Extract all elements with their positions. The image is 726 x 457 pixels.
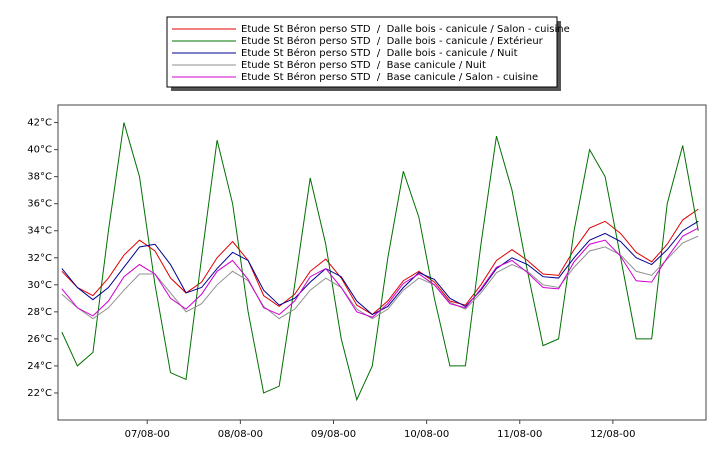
y-tick-label: 28°C xyxy=(27,307,52,318)
series-line xyxy=(61,235,699,320)
series-line xyxy=(61,122,699,402)
legend-label: Etude St Béron perso STD / Base canicule… xyxy=(241,59,486,71)
y-tick-label: 22°C xyxy=(27,388,52,399)
legend-label: Etude St Béron perso STD / Dalle bois - … xyxy=(241,47,518,59)
legend-label: Etude St Béron perso STD / Base canicule… xyxy=(241,71,538,83)
y-tick-label: 26°C xyxy=(27,334,52,345)
y-tick-label: 40°C xyxy=(27,145,52,156)
x-tick-label: 11/08-00 xyxy=(497,429,542,440)
y-tick-label: 38°C xyxy=(27,172,52,183)
y-tick-label: 24°C xyxy=(27,361,52,372)
x-tick-label: 08/08-00 xyxy=(218,429,263,440)
x-tick-label: 10/08-00 xyxy=(404,429,449,440)
x-tick-label: 07/08-00 xyxy=(125,429,170,440)
y-tick-label: 34°C xyxy=(27,226,52,237)
y-tick-label: 30°C xyxy=(27,280,52,291)
x-tick-label: 09/08-00 xyxy=(311,429,356,440)
series-line xyxy=(61,208,699,316)
y-tick-label: 42°C xyxy=(27,118,52,129)
y-tick-label: 32°C xyxy=(27,253,52,264)
x-tick-label: 12/08-00 xyxy=(590,429,635,440)
series-line xyxy=(61,227,699,318)
legend-label: Etude St Béron perso STD / Dalle bois - … xyxy=(241,23,570,35)
y-tick-label: 36°C xyxy=(27,199,52,210)
legend-label: Etude St Béron perso STD / Dalle bois - … xyxy=(241,35,544,47)
plot-area xyxy=(57,104,707,421)
